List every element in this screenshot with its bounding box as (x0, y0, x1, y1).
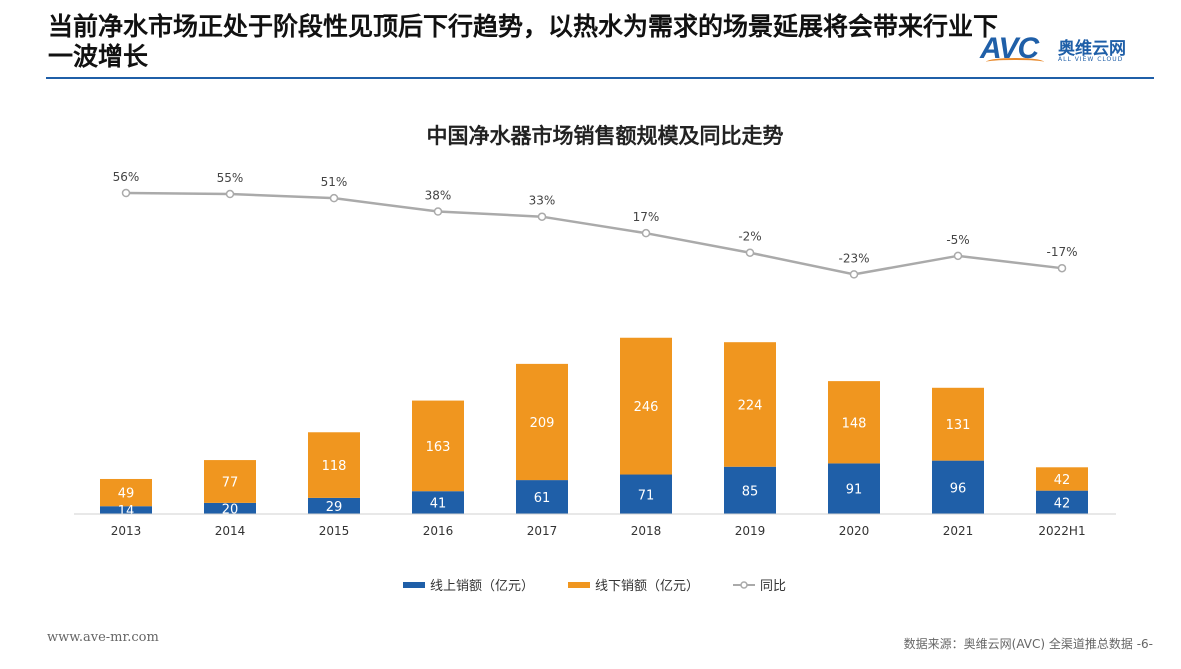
yoy-label: -23% (838, 251, 869, 265)
x-tick-label: 2020 (839, 524, 870, 538)
page-headline: 当前净水市场正处于阶段性见顶后下行趋势，以热水为需求的场景延展将会带来行业下一波… (48, 12, 999, 71)
data-label-offline: 131 (946, 418, 971, 433)
data-label-offline: 246 (634, 400, 659, 415)
yoy-point (225, 189, 235, 199)
bar-online (100, 506, 152, 514)
data-label-offline: 148 (842, 416, 867, 431)
data-label-offline: 224 (738, 398, 763, 413)
data-label-offline: 77 (222, 475, 239, 490)
bar-online (516, 480, 568, 514)
yoy-label: -17% (1046, 245, 1077, 259)
yoy-point (641, 228, 651, 238)
data-label-online: 71 (638, 488, 655, 503)
website-url[interactable]: www.ave-mr.com (47, 630, 159, 645)
logo-chinese-name: 奥维云网 (1058, 39, 1126, 59)
yoy-label: -5% (946, 233, 969, 247)
yoy-label: 38% (425, 189, 452, 203)
yoy-point (433, 207, 443, 216)
data-label-online: 85 (742, 484, 759, 499)
yoy-label: 56% (113, 170, 140, 184)
yoy-label: 55% (217, 171, 244, 185)
legend-label: 线下销额（亿元） (595, 579, 699, 594)
data-label-online: 29 (326, 500, 343, 515)
data-label-offline: 49 (118, 487, 135, 502)
bars-layer: 14 49 20 77 29 118 41 163 61 209 71 246 85 224 91 148 96… (100, 337, 1088, 519)
bar-offline (100, 478, 152, 507)
data-label-offline: 209 (530, 416, 555, 431)
yoy-point (953, 251, 963, 261)
legend-swatch-marker (740, 581, 748, 589)
data-label-online: 42 (1054, 496, 1071, 511)
source-text: 数据来源：奥维云网(AVC) 全渠道推总数据 (903, 637, 1133, 651)
bar-offline (204, 460, 256, 503)
yoy-label: 33% (529, 194, 556, 208)
bar-online (412, 491, 464, 514)
legend-label: 线上销额（亿元） (430, 579, 534, 594)
x-tick-label: 2018 (631, 524, 662, 538)
x-tick-label: 2013 (111, 524, 142, 538)
bar-online (932, 460, 984, 514)
bar-offline (308, 432, 360, 498)
bar-offline (412, 400, 464, 492)
data-label-online: 96 (950, 481, 967, 496)
legend-swatch (568, 582, 590, 588)
x-tick-label: 2017 (527, 524, 558, 538)
yoy-point (849, 270, 859, 279)
bar-online (828, 463, 880, 514)
bar-online (308, 497, 360, 514)
data-label-online: 91 (846, 483, 863, 498)
data-label-online: 14 (118, 504, 135, 519)
x-tick-label: 2016 (423, 524, 454, 538)
yoy-point (745, 248, 755, 257)
data-label-online: 20 (222, 502, 239, 517)
page-number: -6- (1136, 637, 1153, 651)
source-note: 数据来源：奥维云网(AVC) 全渠道推总数据 -6- (904, 635, 1153, 652)
yoy-label: -2% (738, 230, 761, 244)
data-label-online: 41 (430, 497, 447, 512)
yoy-line-layer: 56% 55% 51% 38% 33% 17% -2% -23% -5% -17% (113, 170, 1078, 279)
x-tick-label: 2021 (943, 524, 974, 538)
bar-offline (932, 387, 984, 461)
bar-offline (1036, 467, 1088, 491)
avc-logo: AVC 奥维云网 ALL VIEW CLOUD (980, 30, 1150, 70)
legend-label: 同比 (760, 579, 786, 594)
bar-online (204, 502, 256, 514)
header-rule (46, 77, 1154, 79)
data-label-offline: 42 (1054, 473, 1071, 488)
bar-offline (516, 363, 568, 481)
bar-offline (828, 381, 880, 464)
yoy-point (537, 212, 547, 221)
bar-online (620, 474, 672, 514)
legend-swatch (403, 582, 425, 588)
bar-offline (724, 342, 776, 467)
logo-swoosh-icon (986, 58, 1044, 66)
yoy-point (329, 193, 339, 203)
logo-english-name: ALL VIEW CLOUD (1058, 56, 1124, 63)
yoy-label: 51% (321, 175, 348, 189)
data-label-offline: 118 (322, 459, 347, 474)
yoy-line (125, 191, 1063, 276)
bar-online (1036, 490, 1088, 514)
legend: 线上销额（亿元） 线下销额（亿元） 同比 (403, 579, 786, 594)
data-label-offline: 163 (426, 440, 451, 455)
x-axis: 2013 2014 2015 2016 2017 2018 2019 2020 2021 2022… (74, 513, 1116, 538)
chart-title: 中国净水器市场销售额规模及同比走势 (427, 124, 784, 148)
yoy-label: 17% (633, 210, 660, 224)
bar-offline (620, 337, 672, 475)
x-tick-label: 2019 (735, 524, 766, 538)
yoy-point (1057, 263, 1067, 273)
bar-online (724, 466, 776, 514)
data-label-online: 61 (534, 491, 551, 506)
x-tick-label: 2022H1 (1038, 524, 1085, 538)
x-tick-label: 2014 (215, 524, 246, 538)
x-tick-label: 2015 (319, 524, 350, 538)
yoy-point (121, 188, 131, 198)
